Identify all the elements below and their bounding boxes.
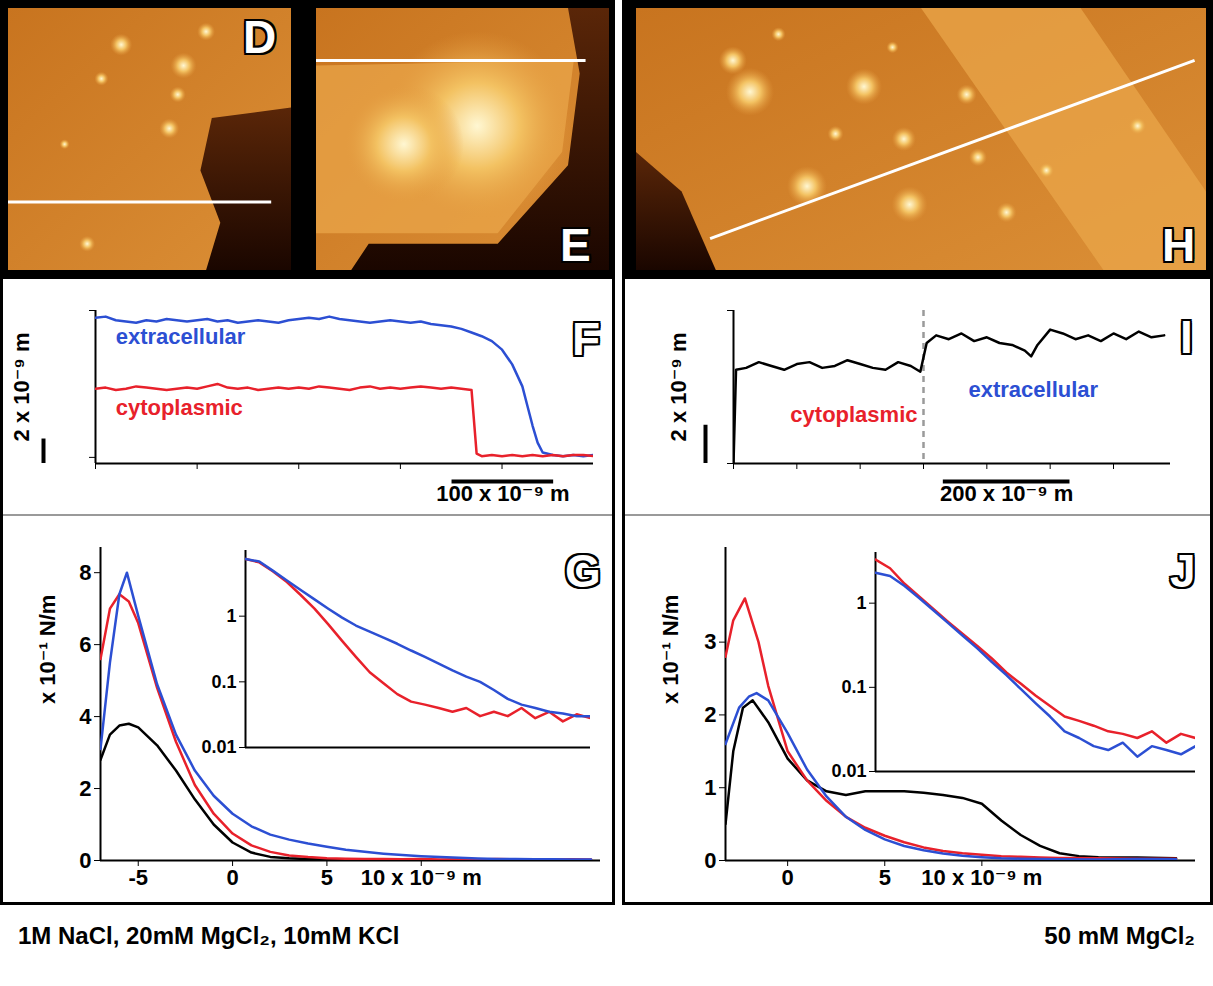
svg-text:100 x 10⁻⁹ m: 100 x 10⁻⁹ m bbox=[436, 481, 569, 506]
svg-text:extracellular: extracellular bbox=[116, 324, 246, 349]
svg-text:10 x 10⁻⁹ m: 10 x 10⁻⁹ m bbox=[361, 865, 482, 890]
svg-text:x 10⁻¹ N/m: x 10⁻¹ N/m bbox=[658, 595, 683, 704]
html-text:J: J bbox=[1170, 545, 1196, 597]
svg-text:x 10⁻¹ N/m: x 10⁻¹ N/m bbox=[35, 595, 60, 704]
html-text:F: F bbox=[572, 313, 601, 365]
svg-text:1: 1 bbox=[704, 775, 716, 800]
html-text:H: H bbox=[1162, 219, 1196, 271]
svg-text:0: 0 bbox=[704, 848, 716, 873]
svg-text:0.01: 0.01 bbox=[831, 761, 866, 781]
html-text:50 mM MgCl₂: 50 mM MgCl₂ bbox=[1044, 922, 1195, 949]
svg-text:0.01: 0.01 bbox=[201, 737, 236, 757]
svg-text:6: 6 bbox=[79, 632, 91, 657]
svg-text:-5: -5 bbox=[128, 865, 148, 890]
svg-text:2 x 10⁻⁹ m: 2 x 10⁻⁹ m bbox=[9, 333, 34, 442]
svg-text:0: 0 bbox=[79, 848, 91, 873]
html-text:G: G bbox=[565, 545, 601, 597]
svg-text:10 x 10⁻⁹ m: 10 x 10⁻⁹ m bbox=[921, 865, 1042, 890]
html-text:E: E bbox=[560, 219, 591, 271]
svg-text:5: 5 bbox=[321, 865, 333, 890]
svg-text:cytoplasmic: cytoplasmic bbox=[116, 395, 243, 420]
svg-text:extracellular: extracellular bbox=[969, 377, 1099, 402]
svg-text:8: 8 bbox=[79, 560, 91, 585]
svg-text:1: 1 bbox=[856, 593, 866, 613]
svg-text:0: 0 bbox=[782, 865, 794, 890]
svg-text:2: 2 bbox=[704, 702, 716, 727]
svg-text:2 x 10⁻⁹ m: 2 x 10⁻⁹ m bbox=[666, 333, 691, 442]
svg-text:0.1: 0.1 bbox=[841, 677, 866, 697]
html-text:1M NaCl, 20mM MgCl₂, 10mM KCl: 1M NaCl, 20mM MgCl₂, 10mM KCl bbox=[18, 922, 400, 949]
svg-text:0: 0 bbox=[226, 865, 238, 890]
svg-text:5: 5 bbox=[879, 865, 891, 890]
html-text:I: I bbox=[1180, 311, 1193, 363]
svg-text:1: 1 bbox=[226, 606, 236, 626]
svg-text:0.1: 0.1 bbox=[211, 672, 236, 692]
html-text:D: D bbox=[243, 11, 277, 63]
svg-text:cytoplasmic: cytoplasmic bbox=[790, 402, 917, 427]
svg-text:4: 4 bbox=[79, 704, 92, 729]
svg-text:200 x 10⁻⁹ m: 200 x 10⁻⁹ m bbox=[940, 481, 1073, 506]
svg-text:3: 3 bbox=[704, 629, 716, 654]
svg-text:2: 2 bbox=[79, 776, 91, 801]
